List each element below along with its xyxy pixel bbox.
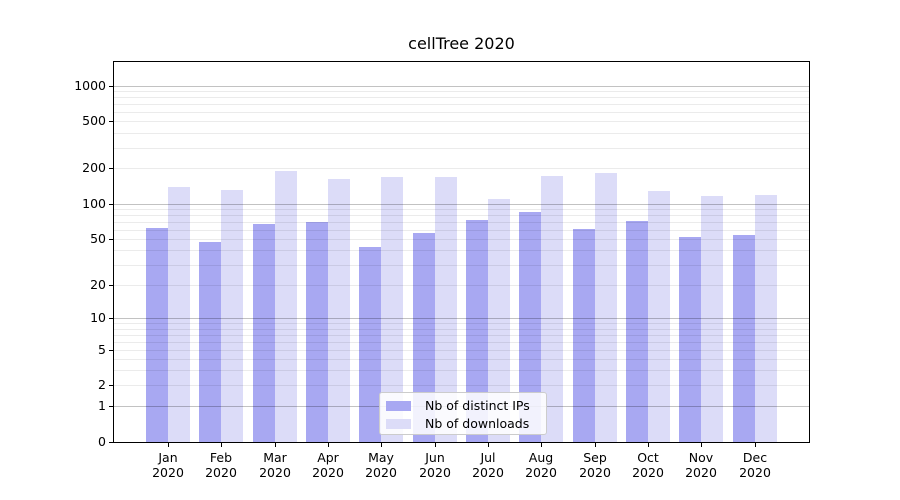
x-tick-mark [328, 443, 329, 447]
x-tick-mark [488, 443, 489, 447]
y-tick-mark [109, 318, 113, 319]
y-tick-label: 0 [98, 434, 106, 449]
bar-distinct-ips-sep [573, 229, 595, 442]
y-tick-label: 20 [90, 277, 106, 292]
x-tick-label-jul: Jul 2020 [472, 450, 504, 480]
bar-distinct-ips-aug [519, 212, 541, 442]
bar-distinct-ips-feb [199, 242, 221, 442]
bar-downloads-mar [275, 171, 297, 442]
y-tick-label: 50 [90, 231, 106, 246]
legend-label-downloads: Nb of downloads [425, 416, 530, 431]
y-tick-mark [109, 204, 113, 205]
x-tick-mark [381, 443, 382, 447]
y-tick-label: 1000 [74, 78, 106, 93]
y-tick-label: 5 [98, 342, 106, 357]
legend-swatch-distinct-ips [386, 401, 411, 411]
x-tick-mark [435, 443, 436, 447]
bar-downloads-jul [488, 199, 510, 442]
y-tick-label: 500 [82, 113, 106, 128]
bar-downloads-jan [168, 187, 190, 442]
bar-downloads-aug [541, 176, 563, 442]
x-tick-mark [701, 443, 702, 447]
y-tick-label: 1 [98, 398, 106, 413]
bar-downloads-oct [648, 191, 670, 442]
x-tick-label-nov: Nov 2020 [685, 450, 717, 480]
x-tick-mark [275, 443, 276, 447]
bar-downloads-nov [701, 196, 723, 442]
bar-distinct-ips-oct [626, 221, 648, 442]
y-tick-label: 100 [82, 196, 106, 211]
x-tick-label-may: May 2020 [365, 450, 397, 480]
y-tick-mark [109, 285, 113, 286]
bar-distinct-ips-jul [466, 220, 488, 442]
bar-distinct-ips-jun [413, 233, 435, 442]
y-tick-label: 10 [90, 310, 106, 325]
bar-distinct-ips-mar [253, 224, 275, 442]
x-tick-label-oct: Oct 2020 [632, 450, 664, 480]
legend-label-distinct-ips: Nb of distinct IPs [425, 398, 530, 413]
legend-item-distinct-ips: Nb of distinct IPs [386, 398, 546, 414]
bar-distinct-ips-apr [306, 222, 328, 442]
x-tick-label-dec: Dec 2020 [739, 450, 771, 480]
plot-area [113, 61, 810, 443]
bar-distinct-ips-may [359, 247, 381, 442]
bar-distinct-ips-dec [733, 235, 755, 442]
bar-downloads-feb [221, 190, 243, 442]
chart-title: cellTree 2020 [408, 34, 515, 53]
x-tick-mark [595, 443, 596, 447]
x-tick-mark [755, 443, 756, 447]
x-tick-label-feb: Feb 2020 [205, 450, 237, 480]
y-tick-mark [109, 239, 113, 240]
y-tick-label: 200 [82, 160, 106, 175]
bar-downloads-dec [755, 195, 777, 442]
legend: Nb of distinct IPs Nb of downloads [379, 392, 547, 435]
y-tick-mark [109, 385, 113, 386]
x-tick-label-aug: Aug 2020 [525, 450, 557, 480]
y-tick-mark [109, 442, 113, 443]
x-tick-mark [541, 443, 542, 447]
bar-downloads-may [381, 177, 403, 442]
y-tick-mark [109, 350, 113, 351]
y-tick-mark [109, 86, 113, 87]
bar-downloads-sep [595, 173, 617, 442]
y-tick-label: 2 [98, 377, 106, 392]
x-tick-mark [648, 443, 649, 447]
x-tick-label-jun: Jun 2020 [419, 450, 451, 480]
legend-swatch-downloads [386, 419, 411, 429]
bar-downloads-jun [435, 177, 457, 442]
y-tick-mark [109, 406, 113, 407]
y-tick-mark [109, 121, 113, 122]
x-tick-label-sep: Sep 2020 [579, 450, 611, 480]
x-tick-label-jan: Jan 2020 [152, 450, 184, 480]
x-tick-label-mar: Mar 2020 [259, 450, 291, 480]
x-tick-mark [168, 443, 169, 447]
x-tick-label-apr: Apr 2020 [312, 450, 344, 480]
bar-distinct-ips-nov [679, 237, 701, 442]
bar-distinct-ips-jan [146, 228, 168, 442]
y-tick-mark [109, 168, 113, 169]
x-tick-mark [221, 443, 222, 447]
bars-layer [114, 62, 809, 442]
bar-downloads-apr [328, 179, 350, 442]
legend-item-downloads: Nb of downloads [386, 416, 546, 432]
